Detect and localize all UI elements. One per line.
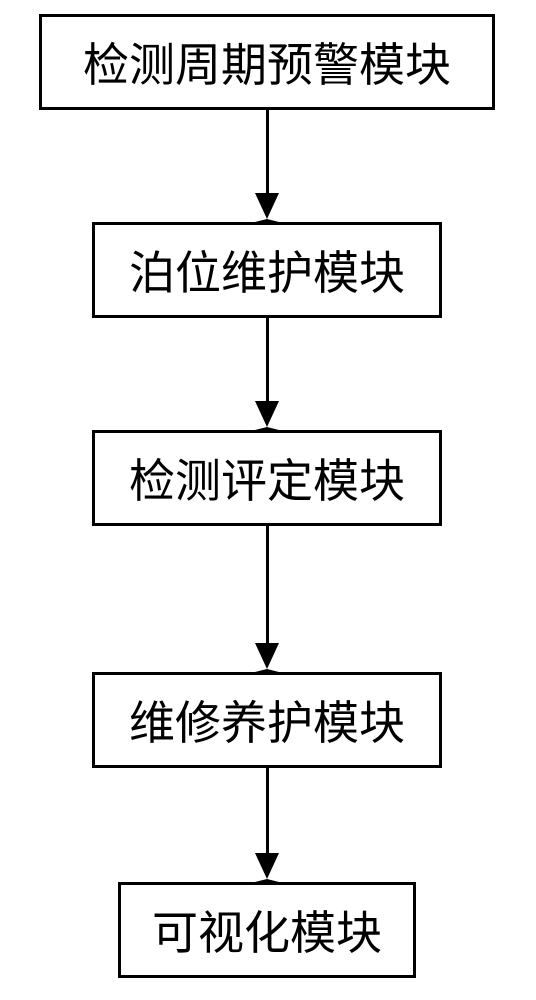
arrow-2-3 [255,318,279,430]
node-5-label: 可视化模块 [152,897,382,963]
node-4-label: 维修养护模块 [129,687,405,753]
node-3-label: 检测评定模块 [129,445,405,511]
flowchart-container: 检测周期预警模块 泊位维护模块 检测评定模块 维修养护模块 可视化模块 [0,0,536,1000]
arrow-1-2 [255,110,279,222]
node-3: 检测评定模块 [92,430,442,526]
node-5: 可视化模块 [118,882,416,978]
node-1-label: 检测周期预警模块 [83,29,451,95]
node-2: 泊位维护模块 [92,222,442,318]
arrow-3-4 [255,526,279,672]
arrow-4-5 [255,768,279,882]
node-2-label: 泊位维护模块 [129,237,405,303]
node-1: 检测周期预警模块 [39,14,495,110]
node-4: 维修养护模块 [92,672,442,768]
